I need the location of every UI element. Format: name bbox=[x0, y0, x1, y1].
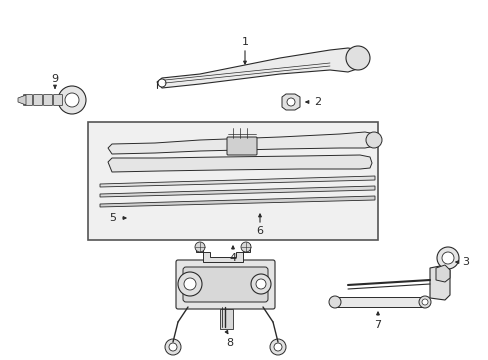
Polygon shape bbox=[100, 186, 374, 197]
Text: 5: 5 bbox=[109, 213, 116, 223]
FancyBboxPatch shape bbox=[53, 95, 62, 105]
Text: 3: 3 bbox=[462, 257, 468, 267]
FancyBboxPatch shape bbox=[183, 267, 267, 302]
Text: 6: 6 bbox=[256, 226, 263, 236]
Circle shape bbox=[164, 339, 181, 355]
Polygon shape bbox=[100, 176, 374, 187]
Polygon shape bbox=[334, 297, 424, 307]
FancyBboxPatch shape bbox=[43, 95, 52, 105]
FancyBboxPatch shape bbox=[226, 137, 257, 155]
Circle shape bbox=[250, 274, 270, 294]
Polygon shape bbox=[108, 132, 377, 154]
FancyBboxPatch shape bbox=[176, 260, 274, 309]
FancyBboxPatch shape bbox=[34, 95, 42, 105]
Circle shape bbox=[418, 296, 430, 308]
Polygon shape bbox=[196, 244, 249, 262]
Circle shape bbox=[436, 247, 458, 269]
Polygon shape bbox=[282, 94, 299, 110]
Circle shape bbox=[195, 242, 204, 252]
Circle shape bbox=[256, 279, 265, 289]
Text: 1: 1 bbox=[241, 37, 248, 47]
Polygon shape bbox=[429, 265, 449, 300]
Polygon shape bbox=[18, 95, 26, 105]
Text: 9: 9 bbox=[51, 74, 59, 84]
Circle shape bbox=[241, 242, 250, 252]
Circle shape bbox=[169, 343, 177, 351]
Circle shape bbox=[365, 132, 381, 148]
Circle shape bbox=[273, 343, 282, 351]
Circle shape bbox=[286, 98, 294, 106]
Polygon shape bbox=[220, 309, 232, 329]
Polygon shape bbox=[435, 265, 449, 282]
Circle shape bbox=[421, 299, 427, 305]
Circle shape bbox=[178, 272, 202, 296]
Text: 4: 4 bbox=[229, 253, 236, 263]
Circle shape bbox=[65, 93, 79, 107]
Circle shape bbox=[183, 278, 196, 290]
Circle shape bbox=[441, 252, 453, 264]
Text: 2: 2 bbox=[314, 97, 321, 107]
Polygon shape bbox=[157, 48, 364, 88]
Text: 8: 8 bbox=[226, 338, 233, 348]
Circle shape bbox=[346, 46, 369, 70]
Polygon shape bbox=[108, 155, 371, 172]
Circle shape bbox=[58, 86, 86, 114]
FancyBboxPatch shape bbox=[23, 95, 32, 105]
Circle shape bbox=[269, 339, 285, 355]
Bar bbox=[88, 122, 377, 240]
Polygon shape bbox=[100, 196, 374, 207]
Circle shape bbox=[328, 296, 340, 308]
Circle shape bbox=[158, 79, 165, 87]
Text: 7: 7 bbox=[374, 320, 381, 330]
